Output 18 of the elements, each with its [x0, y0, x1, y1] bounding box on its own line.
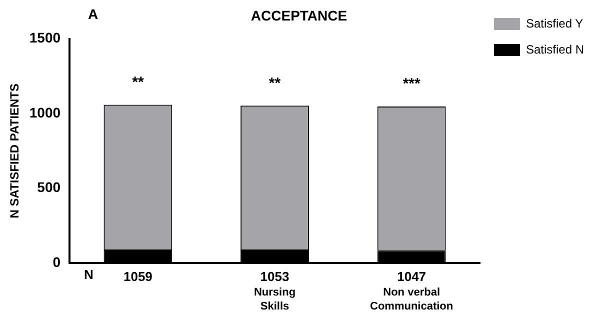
y-axis-title: N SATISFIED PATIENTS: [8, 84, 22, 218]
annotation: ***: [402, 76, 420, 93]
y-tick-label: 1500: [29, 30, 61, 46]
legend-label: Satisfied N: [526, 42, 584, 56]
x-tick-label: Nursing Skills: [254, 286, 296, 313]
legend-label: Satisfied Y: [526, 16, 584, 30]
annotation: **: [132, 74, 144, 91]
annotation: **: [268, 74, 281, 92]
total-label: 1047: [397, 269, 426, 284]
total-label: 1059: [123, 269, 152, 284]
text: N: [84, 267, 94, 282]
y-tick-label: 500: [37, 179, 61, 196]
total-label: 1053: [260, 269, 290, 284]
chart-title: ACCEPTANCE: [250, 7, 348, 24]
text: A: [88, 6, 98, 22]
y-tick-label: 0: [52, 254, 61, 270]
x-tick-label: Non verbal Communication: [370, 286, 454, 313]
y-tick-label: 1000: [29, 104, 61, 120]
